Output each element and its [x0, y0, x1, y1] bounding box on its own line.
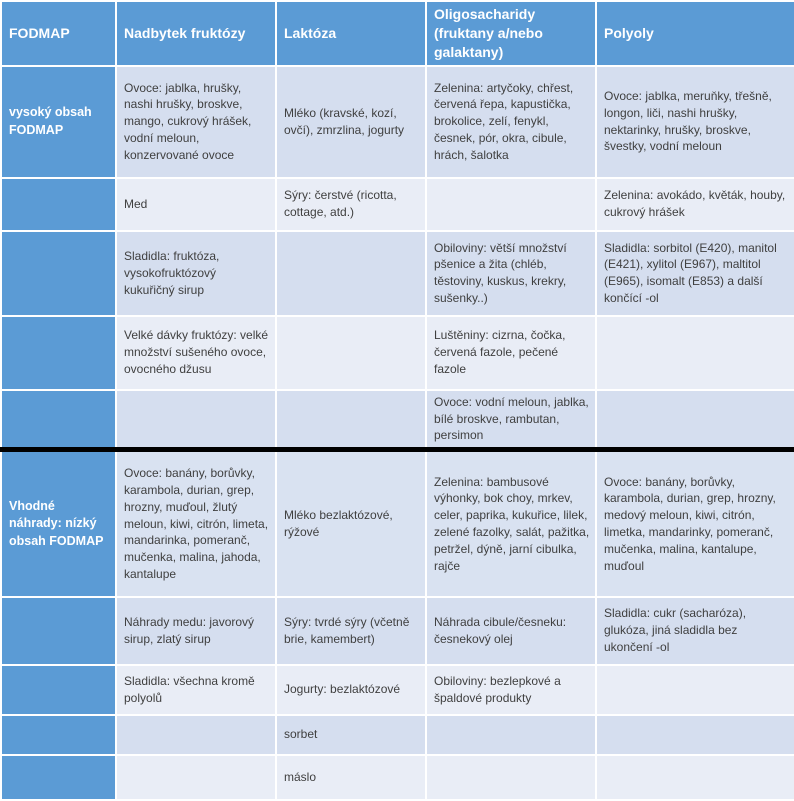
table-cell: [595, 753, 794, 801]
table-row: máslo: [0, 753, 794, 801]
table-cell: Velké dávky fruktózy: velké množství suš…: [115, 314, 277, 391]
table-cell: Ovoce: vodní meloun, jablka, bílé broskv…: [425, 388, 597, 453]
table-cell: Mléko (kravské, kozí, ovčí), zmrzlina, j…: [275, 64, 427, 179]
table-cell: Sladidla: cukr (sacharóza), glukóza, jin…: [595, 595, 794, 666]
table-cell: sorbet: [275, 713, 427, 756]
table-cell: Obiloviny: bezlepkové a špaldové produkt…: [425, 663, 597, 716]
table-cell: [115, 713, 277, 756]
table-cell: Zelenina: bambusové výhonky, bok choy, m…: [425, 448, 597, 598]
table-cell: Sýry: tvrdé sýry (včetně brie, kamembert…: [275, 595, 427, 666]
table-cell: Jogurty: bezlaktózové: [275, 663, 427, 716]
table-row: Náhrady medu: javorový sirup, zlatý siru…: [0, 595, 794, 666]
table-row: sorbet: [0, 713, 794, 756]
table-cell: [275, 229, 427, 317]
table-cell: Sladidla: fruktóza, vysokofruktózový kuk…: [115, 229, 277, 317]
section-label: vysoký obsah FODMAP: [0, 64, 117, 179]
table-cell: Sladidla: sorbitol (E420), manitol (E421…: [595, 229, 794, 317]
table-row: vysoký obsah FODMAP Ovoce: jablka, hrušky…: [0, 64, 794, 179]
table-cell: Sýry: čerstvé (ricotta, cottage, atd.): [275, 176, 427, 232]
table-cell: Zelenina: avokádo, květák, houby, cukrov…: [595, 176, 794, 232]
section-label-spacer: [0, 229, 117, 317]
table-cell: [115, 753, 277, 801]
table-cell: Ovoce: banány, borůvky, karambola, duria…: [115, 448, 277, 598]
table-cell: [425, 713, 597, 756]
table-cell: Luštěniny: cizrna, čočka, červená fazole…: [425, 314, 597, 391]
table-cell: [595, 713, 794, 756]
table-cell: [595, 314, 794, 391]
table-cell: [425, 176, 597, 232]
table-cell: [115, 388, 277, 453]
column-header: Laktóza: [275, 0, 427, 67]
table-row: Sladidla: fruktóza, vysokofruktózový kuk…: [0, 229, 794, 317]
table-cell: Náhrada cibule/česneku: česnekový olej: [425, 595, 597, 666]
table-cell: [425, 753, 597, 801]
table-cell: [595, 663, 794, 716]
section-label-spacer: [0, 176, 117, 232]
table-cell: Ovoce: jablka, hrušky, nashi hrušky, bro…: [115, 64, 277, 179]
table-row: Vhodné náhrady: nízký obsah FODMAP Ovoce:…: [0, 448, 794, 598]
table-cell: [595, 388, 794, 453]
table-row: Ovoce: vodní meloun, jablka, bílé broskv…: [0, 388, 794, 453]
section-label-spacer: [0, 713, 117, 756]
table-cell: Med: [115, 176, 277, 232]
table-cell: Mléko bezlaktózové, rýžové: [275, 448, 427, 598]
section-label-spacer: [0, 753, 117, 801]
table-cell: [275, 388, 427, 453]
table-cell: Náhrady medu: javorový sirup, zlatý siru…: [115, 595, 277, 666]
table-cell: Zelenina: artyčoky, chřest, červená řepa…: [425, 64, 597, 179]
table-cell: Obiloviny: větší množství pšenice a žita…: [425, 229, 597, 317]
column-header: Polyoly: [595, 0, 794, 67]
table-cell: [275, 314, 427, 391]
column-header: Oligosacharidy (fruktany a/nebo galaktan…: [425, 0, 597, 67]
table-row: Med Sýry: čerstvé (ricotta, cottage, atd.…: [0, 176, 794, 232]
table-body: vysoký obsah FODMAP Ovoce: jablka, hrušky…: [0, 64, 794, 801]
table-row: Velké dávky fruktózy: velké množství suš…: [0, 314, 794, 391]
section-label-spacer: [0, 388, 117, 453]
section-label-spacer: [0, 663, 117, 716]
table-cell: Ovoce: jablka, meruňky, třešně, longon, …: [595, 64, 794, 179]
section-label-spacer: [0, 314, 117, 391]
column-header: Nadbytek fruktózy: [115, 0, 277, 67]
header-row: FODMAP Nadbytek fruktózy Laktóza Oligosacha…: [0, 0, 794, 67]
section-label: Vhodné náhrady: nízký obsah FODMAP: [0, 448, 117, 598]
table-cell: Sladidla: všechna kromě polyolů: [115, 663, 277, 716]
column-header: FODMAP: [0, 0, 117, 67]
table-cell: máslo: [275, 753, 427, 801]
section-label-spacer: [0, 595, 117, 666]
table-cell: Ovoce: banány, borůvky, karambola, duria…: [595, 448, 794, 598]
table-row: Sladidla: všechna kromě polyolů Jogurty: …: [0, 663, 794, 716]
